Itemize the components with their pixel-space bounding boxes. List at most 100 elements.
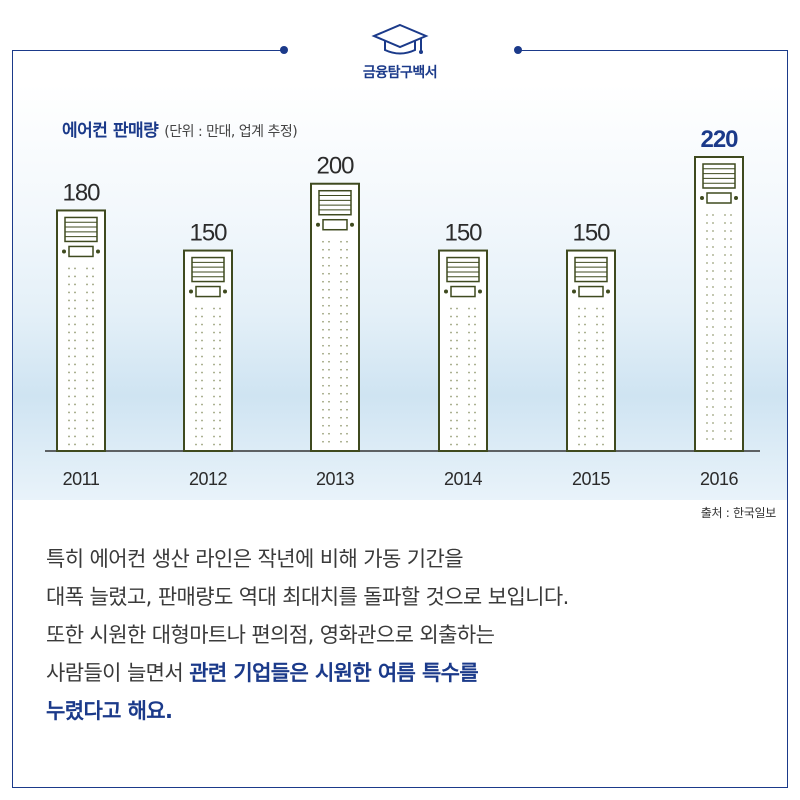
bar-grille-dot xyxy=(322,424,324,427)
bar-grille-dot xyxy=(578,435,580,438)
bar-grille-dot xyxy=(340,376,342,379)
bar-grille-dot xyxy=(474,403,476,406)
bar-grille-dot xyxy=(450,379,452,382)
bar-grille-dot xyxy=(195,323,197,326)
bar-grille-dot xyxy=(474,331,476,334)
bar-grille-dot xyxy=(68,267,70,270)
bar-grille-dot xyxy=(450,323,452,326)
bar-2012 xyxy=(183,249,233,452)
bar-grille-dot xyxy=(74,355,76,358)
bar-grille-dot xyxy=(86,443,88,446)
bar-grille-dot xyxy=(68,387,70,390)
bar-grille-dot xyxy=(340,264,342,267)
bar-grille-dot xyxy=(468,323,470,326)
bar-grille-dot xyxy=(596,315,598,318)
bar-grille-dot xyxy=(596,419,598,422)
bar-grille-dot xyxy=(450,315,452,318)
bar-grille-dot xyxy=(724,406,726,408)
bar-grille-dot xyxy=(322,440,324,443)
bar-grille-dot xyxy=(730,270,732,272)
bar-grille-dot xyxy=(474,307,476,310)
bar-grille-dot xyxy=(596,331,598,334)
bar-grille-dot xyxy=(596,443,598,446)
bar-grille-dot xyxy=(602,347,604,350)
bar-grille-dot xyxy=(68,291,70,294)
bar-grille-dot xyxy=(584,315,586,318)
bar-grille-dot xyxy=(596,427,598,430)
bar-grille-dot xyxy=(456,323,458,326)
bar-grille-dot xyxy=(322,320,324,323)
tick-label-2013: 2013 xyxy=(316,469,355,489)
bar-grille-dot xyxy=(195,387,197,390)
bar-grille-dot xyxy=(456,315,458,318)
bar-grille-dot xyxy=(201,339,203,342)
bar-grille-dot xyxy=(730,294,732,296)
bar-grille-dot xyxy=(712,406,714,408)
bar-panel-2012 xyxy=(195,285,221,298)
bar-grille-dot xyxy=(68,403,70,406)
bar-grille-dot xyxy=(724,390,726,392)
bar-grille-dot xyxy=(724,246,726,248)
bar-grille-dot xyxy=(596,355,598,358)
bar-grille-dot xyxy=(328,408,330,411)
bar-grille-dot xyxy=(706,358,708,360)
bar-grille-dot xyxy=(213,387,215,390)
bar-grille-dot xyxy=(201,443,203,446)
brand-name: 금융탐구백서 xyxy=(362,65,438,81)
bar-grille-dot xyxy=(340,336,342,339)
bar-grille-dot xyxy=(724,222,726,224)
bar-grille-dot xyxy=(195,379,197,382)
bar-grille-dot xyxy=(68,427,70,430)
bar-knob xyxy=(223,289,227,294)
bar-grille-dot xyxy=(456,339,458,342)
bar-grille-dot xyxy=(74,387,76,390)
bar-grille-dot xyxy=(468,387,470,390)
bar-grille-dot xyxy=(584,347,586,350)
bar-knob xyxy=(606,289,610,294)
bar-grille-dot xyxy=(450,435,452,438)
bar-vent-2016 xyxy=(702,163,736,189)
bar-grille-dot xyxy=(596,387,598,390)
bar-vent-2013 xyxy=(318,189,352,216)
bar-grille-dot xyxy=(322,344,324,347)
bar-grille-dot xyxy=(213,331,215,334)
bar-grille-dot xyxy=(450,427,452,430)
bar-grille-dot xyxy=(456,411,458,414)
bar-grille-dot xyxy=(584,443,586,446)
bar-knob xyxy=(316,222,320,227)
bar-grille-dot xyxy=(706,422,708,424)
bar-grille-dot xyxy=(712,214,714,216)
bar-grille-dot xyxy=(86,403,88,406)
bar-grille-dot xyxy=(730,350,732,352)
bar-grille-dot xyxy=(584,379,586,382)
bar-grille-dot xyxy=(340,440,342,443)
bar-grille-dot xyxy=(706,286,708,288)
bar-grille-dot xyxy=(322,360,324,363)
bar-grille-dot xyxy=(92,331,94,334)
bar-grille-dot xyxy=(340,424,342,427)
bar-grille-dot xyxy=(74,339,76,342)
bar-grille-dot xyxy=(724,358,726,360)
bar-grille-dot xyxy=(92,371,94,374)
body-line-1: 특히 에어컨 생산 라인은 작년에 비해 가동 기간을 xyxy=(46,547,464,571)
tick-label-2011: 2011 xyxy=(63,469,100,489)
bar-grille-dot xyxy=(602,443,604,446)
bar-grille-dot xyxy=(86,355,88,358)
bar-grille-dot xyxy=(346,280,348,283)
bar-grille-dot xyxy=(74,307,76,310)
bar-grille-dot xyxy=(474,363,476,366)
bar-grille-dot xyxy=(450,347,452,350)
bar-grille-dot xyxy=(68,435,70,438)
bar-grille-dot xyxy=(328,296,330,299)
bar-grille-dot xyxy=(724,382,726,384)
bar-grille-dot xyxy=(724,438,726,440)
bar-grille-dot xyxy=(74,435,76,438)
bar-grille-dot xyxy=(195,435,197,438)
bar-knob xyxy=(62,249,66,254)
bar-grille-dot xyxy=(468,379,470,382)
bar-grille-dot xyxy=(322,264,324,267)
bar-grille-dot xyxy=(213,363,215,366)
bar-grille-dot xyxy=(584,307,586,310)
bar-grille-dot xyxy=(86,395,88,398)
bar-knob xyxy=(478,289,482,294)
